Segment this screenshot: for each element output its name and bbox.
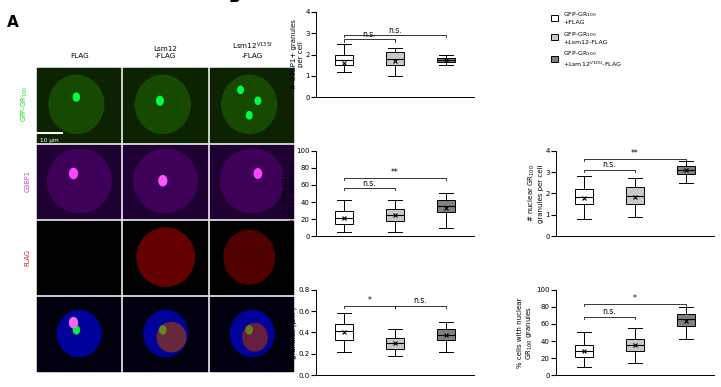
Circle shape: [237, 86, 244, 94]
Text: FLAG: FLAG: [70, 53, 89, 59]
Legend: GFP-GR$_{100}$
+FLAG, GFP-GR$_{100}$
+Lsm12-FLAG, GFP-GR$_{100}$
+Lsm12$^{V135I}: GFP-GR$_{100}$ +FLAG, GFP-GR$_{100}$ +Ls…: [551, 10, 622, 69]
Bar: [386, 52, 404, 65]
Ellipse shape: [230, 310, 275, 357]
Text: GFP-GR$_{100}$: GFP-GR$_{100}$: [20, 87, 30, 122]
Circle shape: [156, 96, 164, 106]
Circle shape: [69, 317, 78, 329]
Bar: [209, 144, 294, 219]
Text: n.s.: n.s.: [363, 30, 376, 39]
Text: 10 μm: 10 μm: [40, 138, 59, 143]
Bar: [123, 296, 208, 372]
Ellipse shape: [57, 310, 102, 357]
Ellipse shape: [136, 228, 195, 287]
Circle shape: [246, 111, 252, 120]
Circle shape: [73, 325, 80, 335]
Bar: [36, 67, 121, 142]
Bar: [335, 324, 353, 340]
Bar: [36, 144, 121, 219]
Circle shape: [254, 168, 262, 179]
Text: n.s.: n.s.: [603, 307, 616, 316]
Text: FLAG: FLAG: [25, 249, 30, 265]
Circle shape: [159, 325, 167, 335]
Bar: [209, 296, 294, 372]
Bar: [209, 220, 294, 295]
Bar: [437, 58, 455, 62]
Text: G3BP1: G3BP1: [25, 170, 30, 192]
Text: Lsm12
-FLAG: Lsm12 -FLAG: [154, 46, 177, 59]
Ellipse shape: [242, 323, 268, 352]
Ellipse shape: [135, 75, 191, 134]
Text: n.s.: n.s.: [388, 26, 402, 34]
Y-axis label: # G3BP1+ granules
per cell: # G3BP1+ granules per cell: [291, 20, 304, 89]
Y-axis label: % cells with
G3BP1+ granules: % cells with G3BP1+ granules: [282, 163, 295, 224]
Text: **: **: [631, 149, 639, 159]
Circle shape: [158, 175, 167, 187]
Text: n.s.: n.s.: [363, 179, 376, 188]
Bar: [123, 144, 208, 219]
Bar: [626, 187, 644, 204]
Bar: [209, 67, 294, 142]
Ellipse shape: [48, 75, 105, 134]
Ellipse shape: [47, 148, 112, 213]
Y-axis label: Size of G3BP1+
granules (μm²): Size of G3BP1+ granules (μm²): [283, 305, 297, 360]
Y-axis label: # nuclear GR$_{100}$
granules per cell: # nuclear GR$_{100}$ granules per cell: [526, 164, 544, 223]
Circle shape: [69, 168, 78, 179]
Bar: [335, 55, 353, 65]
Ellipse shape: [156, 322, 187, 353]
Bar: [575, 189, 593, 204]
Bar: [575, 344, 593, 356]
Circle shape: [73, 92, 80, 102]
Bar: [36, 296, 121, 372]
Bar: [123, 67, 208, 142]
Circle shape: [245, 325, 253, 335]
Text: n.s.: n.s.: [414, 296, 427, 305]
Bar: [437, 200, 455, 212]
Text: A: A: [7, 15, 19, 30]
Bar: [626, 339, 644, 351]
Text: Lsm12$^{V135I}$
-FLAG: Lsm12$^{V135I}$ -FLAG: [231, 41, 273, 59]
Bar: [676, 313, 695, 325]
Text: *: *: [633, 295, 637, 303]
Text: B: B: [229, 0, 241, 5]
Ellipse shape: [133, 148, 198, 213]
Bar: [676, 166, 695, 174]
Bar: [123, 220, 208, 295]
Bar: [386, 338, 404, 349]
Bar: [386, 209, 404, 221]
Ellipse shape: [221, 75, 278, 134]
Circle shape: [255, 96, 261, 105]
Bar: [335, 211, 353, 224]
Bar: [437, 329, 455, 340]
Ellipse shape: [143, 310, 188, 357]
Ellipse shape: [220, 148, 285, 213]
Bar: [36, 220, 121, 295]
Ellipse shape: [224, 229, 275, 285]
Text: *: *: [368, 296, 371, 305]
Text: n.s.: n.s.: [603, 160, 616, 169]
Text: **: **: [391, 168, 399, 177]
Y-axis label: % cells with nuclear
GR$_{100}$ granules: % cells with nuclear GR$_{100}$ granules: [517, 297, 535, 368]
Text: MERGE: MERGE: [25, 322, 30, 345]
